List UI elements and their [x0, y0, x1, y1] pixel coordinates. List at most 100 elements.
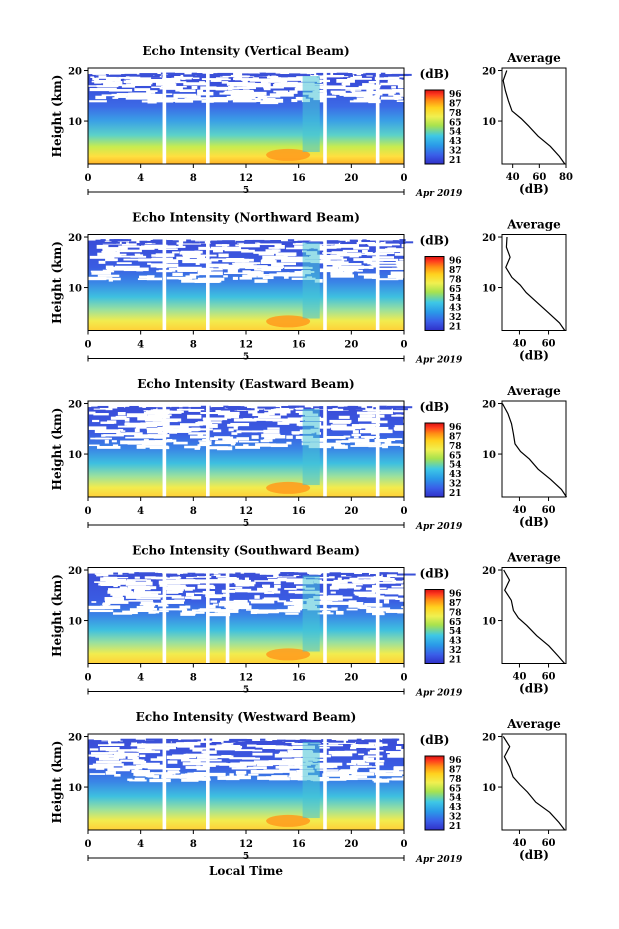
no-echo-speckle	[336, 252, 362, 257]
no-echo-speckle	[230, 422, 250, 427]
no-echo-speckle	[140, 245, 163, 249]
no-echo-speckle	[375, 261, 397, 264]
no-echo-speckle	[246, 609, 259, 611]
x-tick-label: 0	[85, 506, 92, 517]
x-tick-label: 0	[85, 673, 92, 684]
no-echo-speckle	[289, 772, 308, 777]
echo-speckle	[140, 241, 148, 244]
echo-speckle	[279, 241, 296, 244]
echo-speckle	[183, 241, 200, 244]
echo-speckle	[152, 239, 167, 242]
no-echo-speckle	[183, 82, 208, 86]
no-echo-speckle	[331, 583, 356, 587]
echo-speckle	[165, 240, 179, 243]
no-echo-speckle	[122, 610, 138, 615]
no-echo-speckle	[133, 759, 142, 763]
no-echo-speckle	[239, 100, 264, 103]
no-echo-speckle	[152, 602, 168, 605]
no-echo-speckle	[91, 601, 97, 603]
echo-speckle	[117, 575, 134, 578]
no-echo-speckle	[166, 276, 193, 280]
no-echo-speckle	[176, 580, 193, 582]
no-echo-speckle	[246, 744, 257, 747]
colorbar-tick-label: 78	[449, 608, 462, 618]
no-echo-speckle	[134, 434, 151, 438]
no-echo-speckle	[228, 577, 237, 579]
no-echo-speckle	[94, 80, 102, 84]
no-echo-speckle	[321, 256, 344, 260]
no-echo-speckle	[161, 419, 178, 423]
avg-y-tick-label: 20	[482, 566, 496, 577]
avg-x-label: (dB)	[519, 182, 549, 196]
no-echo-speckle	[318, 73, 340, 78]
no-echo-speckle	[159, 428, 185, 432]
no-echo-speckle	[314, 600, 326, 604]
no-echo-speckle	[236, 437, 250, 441]
x-tick-label: 16	[292, 673, 306, 684]
no-echo-speckle	[376, 587, 387, 590]
no-echo-speckle	[234, 749, 255, 752]
no-echo-speckle	[248, 409, 258, 414]
no-echo-speckle	[319, 268, 343, 273]
no-echo-speckle	[248, 265, 268, 269]
no-echo-speckle	[202, 277, 225, 281]
x-tick-label: 16	[292, 839, 306, 850]
no-echo-speckle	[366, 595, 385, 598]
no-echo-speckle	[89, 773, 106, 775]
avg-frame	[501, 67, 567, 165]
no-echo-speckle	[284, 609, 301, 613]
x-tick-label: 8	[190, 340, 197, 351]
echo-speckle	[288, 405, 305, 408]
echo-speckle	[259, 72, 266, 75]
no-echo-speckle	[118, 429, 124, 431]
x-tick-label: 0	[85, 173, 92, 184]
no-echo-speckle	[252, 413, 270, 417]
echo-speckle	[160, 72, 175, 75]
no-echo-speckle	[320, 778, 347, 781]
echo-speckle	[181, 739, 198, 742]
echo-speckle	[145, 572, 159, 575]
no-echo-speckle	[206, 604, 216, 609]
no-echo-speckle	[146, 96, 163, 100]
no-echo-speckle	[399, 258, 421, 261]
colorbar-tick-label: 78	[449, 442, 462, 452]
panel-title: Echo Intensity (Eastward Beam)	[137, 377, 354, 391]
no-echo-speckle	[199, 441, 212, 446]
echo-speckle	[329, 572, 341, 575]
no-echo-speckle	[274, 753, 292, 758]
no-echo-speckle	[142, 93, 163, 98]
no-echo-speckle	[281, 259, 301, 263]
no-echo-speckle	[325, 444, 342, 447]
no-echo-speckle	[353, 580, 374, 584]
echo-speckle	[252, 239, 265, 242]
echo-speckle	[187, 572, 196, 575]
no-echo-speckle	[325, 436, 345, 439]
no-echo-speckle	[136, 750, 155, 752]
colorbar-tick-label: 65	[449, 618, 462, 628]
echo-speckle	[392, 739, 398, 742]
no-echo-speckle	[291, 741, 308, 746]
no-echo-speckle	[100, 421, 115, 424]
echo-speckle	[171, 740, 177, 743]
echo-speckle	[112, 241, 120, 244]
no-echo-speckle	[254, 279, 268, 283]
echo-speckle	[125, 406, 137, 409]
no-echo-speckle	[282, 273, 306, 277]
y-axis-label: Height (km)	[50, 75, 64, 158]
no-echo-speckle	[275, 766, 297, 769]
no-echo-speckle	[230, 92, 243, 97]
no-echo-speckle	[394, 754, 404, 757]
echo-speckle	[120, 738, 136, 741]
no-echo-speckle	[287, 605, 304, 609]
strong-echo-area	[266, 315, 311, 328]
echo-speckle	[284, 739, 296, 742]
no-echo-speckle	[369, 84, 382, 87]
avg-y-tick-label: 20	[482, 400, 496, 411]
no-echo-speckle	[162, 410, 182, 414]
no-echo-speckle	[234, 78, 257, 81]
no-echo-speckle	[130, 744, 140, 747]
no-echo-speckle	[403, 439, 412, 443]
no-echo-speckle	[262, 98, 284, 103]
no-echo-speckle	[396, 100, 407, 102]
no-echo-speckle	[402, 775, 410, 780]
